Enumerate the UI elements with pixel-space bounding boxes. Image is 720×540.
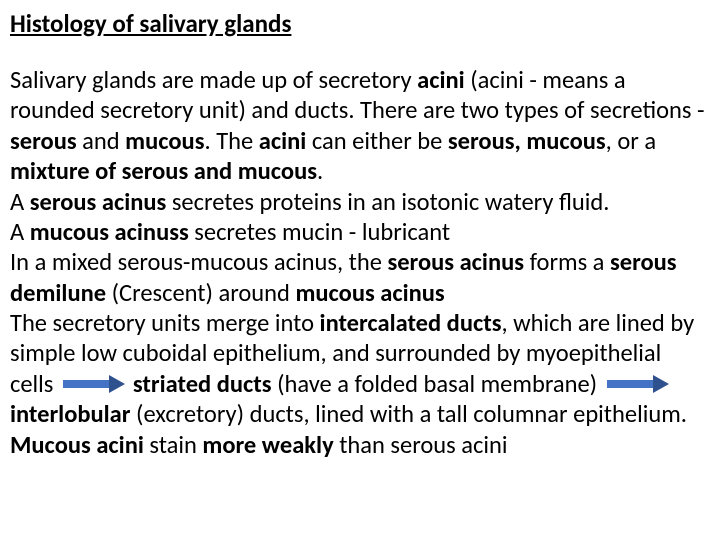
text: (have a folded basal membrane)	[272, 369, 603, 399]
text: A	[10, 217, 30, 247]
bold-term: striated ducts	[133, 369, 272, 399]
bold-term: serous, mucous	[448, 126, 606, 156]
bold-term: serous acinus	[30, 187, 167, 217]
bold-term: mucous acinus	[295, 278, 444, 308]
text: and	[77, 126, 126, 156]
text: Salivary glands are made up of secretory	[10, 65, 417, 95]
text: secretes mucin - lubricant	[189, 217, 450, 247]
bold-term: mixture of serous and mucous	[10, 156, 317, 186]
bold-term: mucous	[125, 126, 204, 156]
text: can either be	[306, 126, 448, 156]
text: forms a	[524, 247, 610, 277]
text: , or a	[606, 126, 656, 156]
body-text: Salivary glands are made up of secretory…	[10, 65, 708, 460]
arrow-right-icon	[63, 375, 125, 393]
text: .	[317, 156, 323, 186]
bold-term: more weakly	[202, 430, 333, 460]
text: The secretory units merge into	[10, 308, 320, 338]
arrow-right-icon	[607, 375, 669, 393]
text: secretes proteins in an isotonic watery …	[166, 187, 609, 217]
text: In a mixed serous-mucous acinus, the	[10, 247, 387, 277]
text: stain	[144, 430, 203, 460]
text: A	[10, 187, 30, 217]
bold-term: serous acinus	[387, 247, 524, 277]
page-title: Histology of salivary glands	[10, 8, 708, 39]
text: (Crescent) around	[106, 278, 295, 308]
bold-term: mucous acinuss	[30, 217, 189, 247]
text: . The	[204, 126, 258, 156]
bold-term: intercalated ducts	[320, 308, 502, 338]
bold-term: interlobular	[10, 399, 130, 429]
bold-term: serous	[10, 126, 77, 156]
bold-term: acini	[417, 65, 465, 95]
text: than serous acini	[334, 430, 508, 460]
bold-term: acini	[259, 126, 307, 156]
text: (excretory) ducts, lined with a tall col…	[130, 399, 686, 429]
bold-term: Mucous acini	[10, 430, 144, 460]
